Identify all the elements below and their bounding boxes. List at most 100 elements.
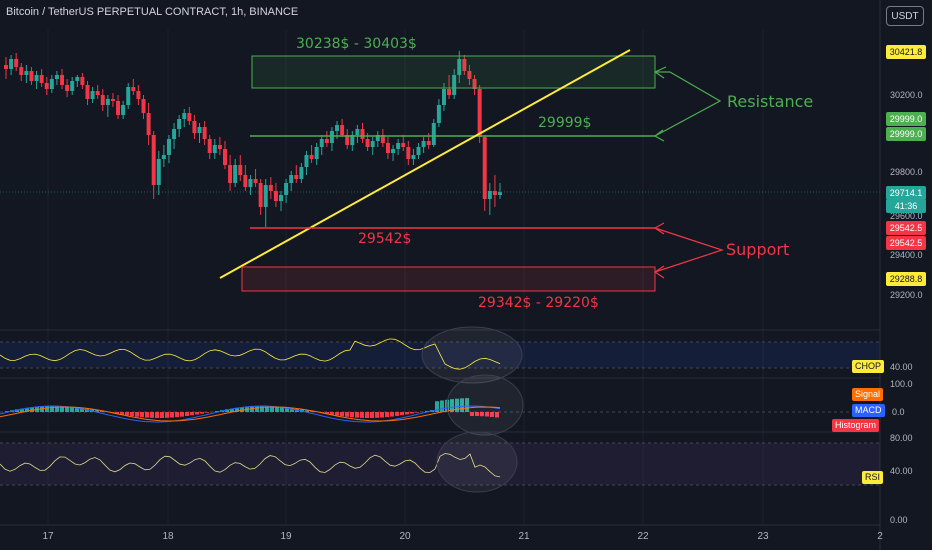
countdown-label: 41:36: [886, 199, 926, 213]
resistance-arrow-top: [654, 71, 722, 137]
histogram-bar: [400, 412, 404, 416]
currency-button[interactable]: USDT: [886, 6, 924, 26]
candle-body: [273, 191, 278, 201]
candle-body: [472, 79, 477, 89]
candle-body: [248, 179, 253, 187]
time-tick: 21: [518, 531, 530, 542]
candle-body: [228, 165, 233, 183]
candle-body: [447, 89, 452, 95]
high-price-label: 30421.8: [886, 45, 926, 59]
histogram-bar: [160, 412, 164, 418]
histogram-bar: [100, 411, 104, 412]
support-zone: [241, 266, 656, 292]
candle-body: [121, 105, 126, 115]
trendline: [219, 49, 631, 279]
histogram-bar: [365, 412, 369, 418]
candle-body: [350, 135, 355, 145]
histogram-bar: [410, 412, 414, 414]
indicator-panels: [0, 326, 880, 493]
candle-body: [345, 135, 350, 145]
candle-body: [365, 139, 370, 147]
candle-body: [19, 67, 24, 75]
candle-body: [202, 127, 207, 139]
candle-body: [54, 75, 59, 79]
histogram-bar: [225, 409, 229, 412]
highlight-circle: [421, 326, 523, 384]
candle-body: [268, 185, 273, 191]
candle-body: [385, 143, 390, 153]
candle-body: [304, 155, 309, 167]
candle-body: [166, 139, 171, 155]
candle-body: [49, 79, 54, 89]
chart-title: Bitcoin / TetherUS PERPETUAL CONTRACT, 1…: [6, 6, 299, 18]
candle-body: [436, 105, 441, 123]
histogram-bar: [250, 406, 254, 412]
candle-body: [212, 145, 217, 153]
histogram-bar: [435, 401, 439, 412]
candle-body: [24, 71, 29, 75]
histogram-bar: [190, 412, 194, 416]
histogram-bar: [310, 411, 314, 412]
candle-body: [34, 75, 39, 81]
candle-body: [172, 129, 177, 139]
histogram-bar: [25, 407, 29, 412]
resistance-level-label: 29999$: [538, 115, 592, 131]
histogram-bar: [450, 399, 454, 412]
price-tick: 30200.0: [890, 90, 923, 100]
candle-body: [482, 137, 487, 199]
histogram-bar: [265, 406, 269, 412]
candle-body: [222, 149, 227, 165]
resistance-zone: [251, 55, 656, 89]
candles: [4, 50, 502, 227]
candle-body: [182, 113, 187, 119]
histogram-bar: [20, 408, 24, 412]
candle-body: [360, 129, 365, 139]
candle-body: [309, 155, 314, 159]
candle-body: [4, 65, 8, 69]
histogram-bar: [230, 408, 234, 412]
candle-body: [401, 143, 406, 147]
histogram-bar: [370, 412, 374, 418]
candle-body: [146, 113, 151, 135]
candle-body: [391, 149, 396, 153]
histogram-bar: [425, 410, 429, 412]
time-tick: 2: [877, 531, 883, 542]
histogram-bar: [115, 412, 119, 414]
candle-body: [492, 191, 497, 195]
candle-body: [136, 91, 141, 99]
histogram-bar: [340, 412, 344, 417]
candle-body: [284, 183, 289, 195]
histogram-bar: [475, 412, 479, 417]
price-tick: 29200.0: [890, 290, 923, 300]
candle-body: [462, 59, 467, 71]
histogram-bar: [305, 410, 309, 412]
support-price-label-2: 29542.5: [886, 236, 926, 250]
candle-body: [335, 125, 340, 131]
candle-body: [44, 83, 49, 89]
candle-body: [294, 175, 299, 179]
candle-body: [100, 95, 105, 105]
histogram-bar: [395, 412, 399, 416]
histogram-bar: [270, 406, 274, 412]
histogram-bar: [360, 412, 364, 418]
histogram-bar: [75, 407, 79, 412]
histogram-bar: [385, 412, 389, 418]
candle-body: [9, 59, 14, 69]
histogram-bar: [155, 412, 159, 418]
candle-body: [197, 127, 202, 133]
histogram-bar: [440, 400, 444, 412]
candle-body: [498, 192, 502, 195]
resistance-price-label-2: 29999.0: [886, 127, 926, 141]
chop-line: [0, 338, 501, 370]
low-price-label: 29288.8: [886, 272, 926, 286]
resistance-price-label: 29999.0: [886, 112, 926, 126]
support-arrow: [654, 227, 724, 273]
histogram-bar: [215, 411, 219, 412]
candle-body: [39, 75, 44, 83]
signal-label: Signal: [852, 388, 884, 401]
histogram-bar: [350, 412, 354, 418]
candle-body: [452, 75, 457, 95]
histogram-bar: [70, 406, 74, 412]
candle-body: [380, 135, 385, 143]
